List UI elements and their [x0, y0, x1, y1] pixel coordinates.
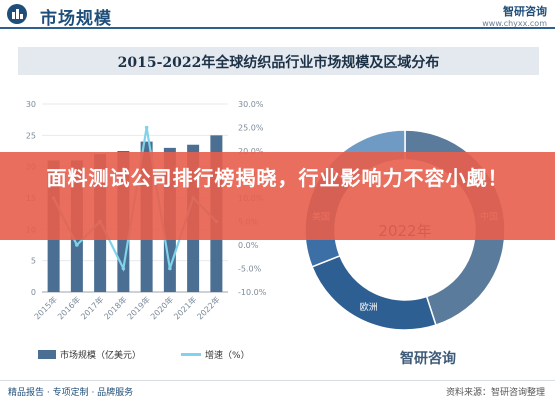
- growth-point: [121, 266, 126, 271]
- y-right-tick-label: 20.0%: [238, 147, 264, 156]
- footer-services: 精品报告 · 专项定制 · 品牌服务: [8, 388, 134, 398]
- brand-url: www.chyxx.com: [482, 19, 547, 28]
- x-tick-label: 2022年: [195, 294, 222, 321]
- y-right-tick-label: 30.0%: [238, 100, 264, 109]
- legend-bar-label: 市场规模（亿美元）: [60, 351, 142, 361]
- x-tick-label: 2020年: [148, 294, 175, 321]
- x-tick-label: 2019年: [125, 294, 152, 321]
- slice-label: 欧洲: [360, 301, 378, 313]
- x-tick-label: 2021年: [171, 294, 198, 321]
- y-left-tick-label: 25: [26, 131, 36, 140]
- watermark-logo: 智研咨询: [400, 351, 456, 367]
- footer: 精品报告 · 专项定制 · 品牌服务 资料来源：智研咨询整理: [0, 380, 555, 401]
- brand-logo: 智研咨询 www.chyxx.com: [482, 3, 547, 28]
- page-title: 市场规模: [40, 9, 112, 29]
- donut-slice: [311, 254, 437, 331]
- x-tick-label: 2018年: [102, 294, 129, 321]
- legend-bar-swatch: [38, 350, 56, 359]
- headline-text: 面料测试公司排行榜揭晓，行业影响力不容小觑！: [46, 166, 509, 190]
- y-left-tick-label: 30: [26, 100, 36, 109]
- growth-point: [75, 243, 79, 247]
- y-right-tick-label: 25.0%: [238, 124, 264, 133]
- chart-icon: [7, 4, 27, 24]
- footer-source: 资料来源：智研咨询整理: [445, 388, 545, 398]
- x-tick-label: 2015年: [32, 294, 59, 321]
- chart-title-banner: 2015-2022年全球纺织品行业市场规模及区域分布: [18, 47, 539, 75]
- y-right-tick-label: 0.0%: [238, 241, 259, 250]
- y-left-tick-label: 5: [31, 257, 36, 266]
- x-tick-label: 2017年: [78, 294, 105, 321]
- y-right-tick-label: -5.0%: [238, 265, 262, 274]
- header: 市场规模 智研咨询 www.chyxx.com: [0, 0, 555, 29]
- legend: 市场规模（亿美元） 增速（%）: [38, 348, 250, 361]
- growth-point: [168, 266, 172, 271]
- growth-point: [144, 125, 149, 130]
- y-left-tick-label: 0: [31, 288, 36, 297]
- legend-line-label: 增速（%）: [205, 351, 250, 361]
- x-tick-label: 2016年: [55, 294, 82, 321]
- legend-line-swatch: [181, 353, 202, 356]
- header-divider: [0, 27, 555, 29]
- headline-overlay: 面料测试公司排行榜揭晓，行业影响力不容小觑！: [0, 152, 555, 240]
- brand-name: 智研咨询: [503, 5, 547, 18]
- chart-title: 2015-2022年全球纺织品行业市场规模及区域分布: [117, 55, 440, 71]
- y-right-tick-label: -10.0%: [238, 288, 267, 297]
